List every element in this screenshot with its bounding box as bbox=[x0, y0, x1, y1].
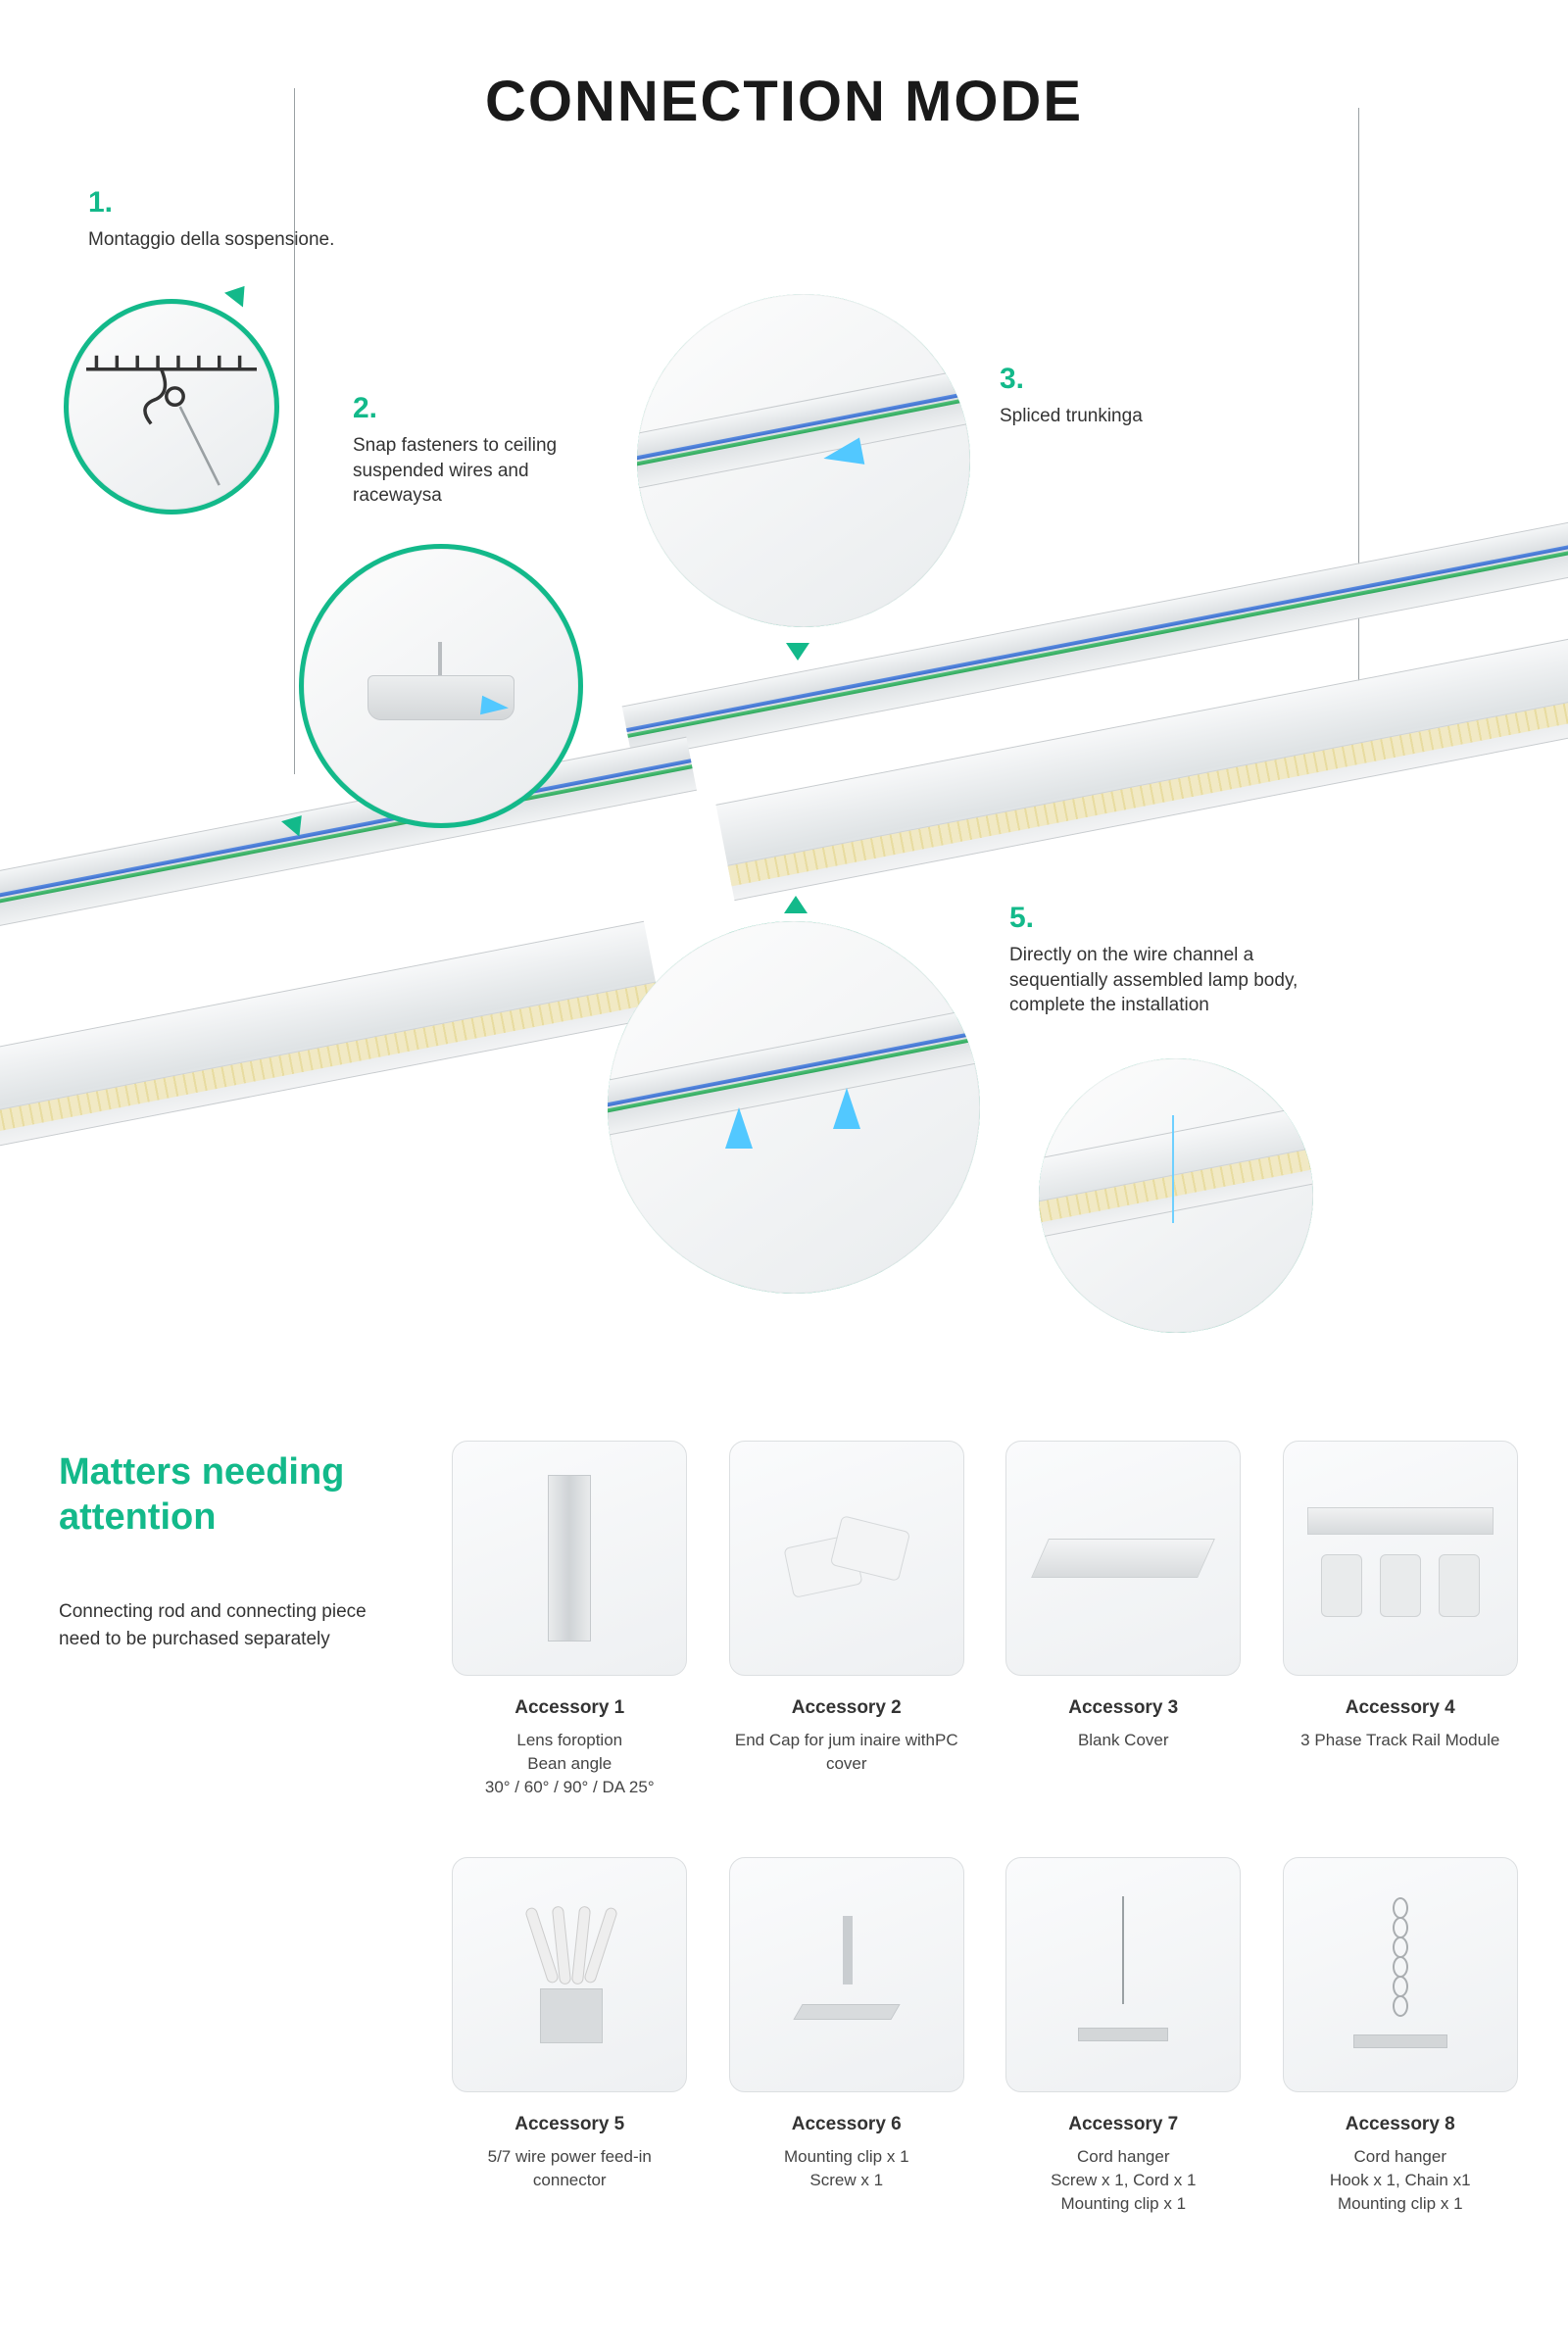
step-3-pointer bbox=[786, 643, 809, 661]
direction-arrow-icon bbox=[725, 1107, 753, 1149]
step-number: 1. bbox=[88, 186, 334, 220]
accessory-name: Accessory 3 bbox=[1004, 1697, 1243, 1719]
accessory-7: Accessory 7 Cord hangerScrew x 1, Cord x… bbox=[1004, 1857, 1243, 2215]
accessory-desc: Blank Cover bbox=[1004, 1729, 1243, 1752]
accessory-desc: 5/7 wire power feed-in connector bbox=[451, 2145, 689, 2192]
matters-section: Matters needing attention Connecting rod… bbox=[59, 1450, 372, 1652]
accessory-desc: Lens foroptionBean angle30° / 60° / 90° … bbox=[451, 1729, 689, 1798]
step-1: 1. Montaggio della sospensione. bbox=[88, 186, 334, 253]
matters-heading: Matters needing attention bbox=[59, 1450, 372, 1540]
accessory-name: Accessory 4 bbox=[1282, 1697, 1520, 1719]
accessories-grid: Accessory 1 Lens foroptionBean angle30° … bbox=[451, 1441, 1519, 2216]
direction-arrow-icon bbox=[833, 1088, 860, 1129]
accessory-name: Accessory 7 bbox=[1004, 2114, 1243, 2135]
accessory-image bbox=[729, 1441, 964, 1676]
accessory-name: Accessory 1 bbox=[451, 1697, 689, 1719]
accessory-desc: End Cap for jum inaire withPC cover bbox=[728, 1729, 966, 1776]
accessory-5: Accessory 5 5/7 wire power feed-in conne… bbox=[451, 1857, 689, 2215]
accessory-name: Accessory 2 bbox=[728, 1697, 966, 1719]
accessory-image bbox=[1005, 1441, 1241, 1676]
accessory-3: Accessory 3 Blank Cover bbox=[1004, 1441, 1243, 1798]
step-2: 2. Snap fasteners to ceiling suspended w… bbox=[353, 392, 608, 509]
accessory-image bbox=[452, 1441, 687, 1676]
accessory-image bbox=[729, 1857, 964, 2092]
accessory-desc: Mounting clip x 1Screw x 1 bbox=[728, 2145, 966, 2192]
suspension-wire bbox=[1358, 108, 1359, 715]
hook-icon bbox=[86, 321, 257, 492]
step-5-pointer bbox=[784, 896, 808, 913]
accessory-image bbox=[1283, 1857, 1518, 2092]
step-3-circle bbox=[637, 294, 970, 627]
direction-arrow-icon bbox=[821, 437, 865, 471]
step-1-pointer bbox=[224, 279, 254, 308]
step-text: Directly on the wire channel a sequentia… bbox=[1009, 943, 1323, 1018]
page-title: CONNECTION MODE bbox=[0, 69, 1568, 134]
step-text: Snap fasteners to ceiling suspended wire… bbox=[353, 433, 608, 509]
step-number: 5. bbox=[1009, 902, 1323, 935]
accessory-8: Accessory 8 Cord hangerHook x 1, Chain x… bbox=[1282, 1857, 1520, 2215]
accessory-2: Accessory 2 End Cap for jum inaire withP… bbox=[728, 1441, 966, 1798]
accessory-name: Accessory 6 bbox=[728, 2114, 966, 2135]
step-number: 3. bbox=[1000, 363, 1143, 396]
accessory-desc: Cord hangerHook x 1, Chain x1Mounting cl… bbox=[1282, 2145, 1520, 2215]
step-5b-circle bbox=[1039, 1058, 1313, 1333]
accessory-desc: 3 Phase Track Rail Module bbox=[1282, 1729, 1520, 1752]
step-2-circle bbox=[304, 549, 578, 823]
accessory-image bbox=[452, 1857, 687, 2092]
accessory-4: Accessory 4 3 Phase Track Rail Module bbox=[1282, 1441, 1520, 1798]
accessory-image bbox=[1005, 1857, 1241, 2092]
step-text: Spliced trunkinga bbox=[1000, 404, 1143, 429]
fastener-icon bbox=[368, 642, 514, 730]
accessory-6: Accessory 6 Mounting clip x 1Screw x 1 bbox=[728, 1857, 966, 2215]
accessory-name: Accessory 5 bbox=[451, 2114, 689, 2135]
step-number: 2. bbox=[353, 392, 608, 425]
accessory-image bbox=[1283, 1441, 1518, 1676]
matters-note: Connecting rod and connecting piece need… bbox=[59, 1598, 372, 1652]
accessory-desc: Cord hangerScrew x 1, Cord x 1Mounting c… bbox=[1004, 2145, 1243, 2215]
accessory-name: Accessory 8 bbox=[1282, 2114, 1520, 2135]
step-5a-circle bbox=[608, 921, 980, 1294]
lamp-body-left bbox=[0, 921, 662, 1155]
step-1-circle bbox=[69, 304, 274, 510]
step-5: 5. Directly on the wire channel a sequen… bbox=[1009, 902, 1323, 1018]
step-3: 3. Spliced trunkinga bbox=[1000, 363, 1143, 429]
accessory-1: Accessory 1 Lens foroptionBean angle30° … bbox=[451, 1441, 689, 1798]
step-text: Montaggio della sospensione. bbox=[88, 227, 334, 253]
